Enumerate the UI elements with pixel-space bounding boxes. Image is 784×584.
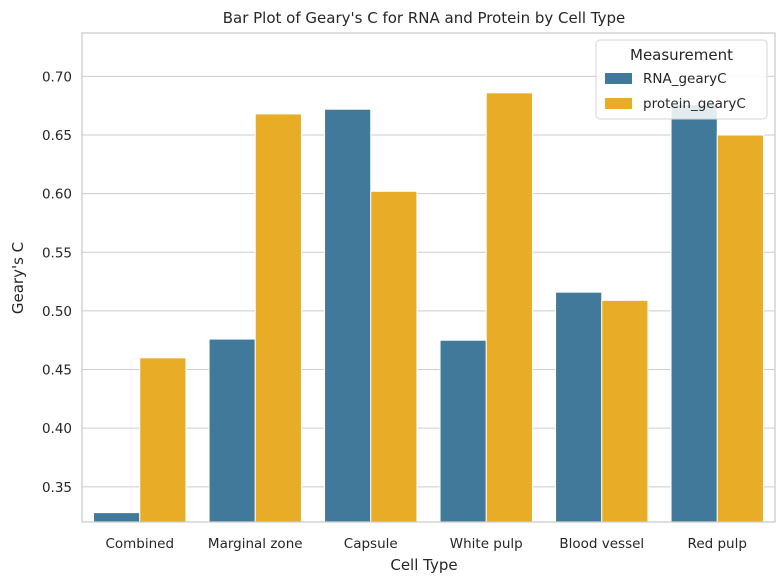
bar-protein_gearyC-3 xyxy=(485,92,533,523)
legend-entry-RNA_gearyC: RNA_gearyC xyxy=(643,71,727,87)
y-tick-label: 0.50 xyxy=(42,304,72,320)
legend: Measurement RNA_gearyC protein_gearyC xyxy=(595,39,768,120)
bar-protein_gearyC-4 xyxy=(601,299,649,523)
x-tick-label: Blood vessel xyxy=(559,536,644,552)
y-axis-label: Geary's C xyxy=(9,242,27,314)
x-tick-label: Capsule xyxy=(344,536,398,552)
x-tick-label: Red pulp xyxy=(688,536,747,552)
bar-RNA_gearyC-0 xyxy=(93,512,141,523)
bar-protein_gearyC-1 xyxy=(254,113,302,523)
plot-frame xyxy=(81,32,776,523)
gridlines xyxy=(82,75,775,488)
bar-RNA_gearyC-1 xyxy=(208,338,256,523)
legend-entry-protein_gearyC: protein_gearyC xyxy=(643,96,746,112)
bar-protein_gearyC-5 xyxy=(716,134,764,523)
x-tick-labels: Combined Marginal zone Capsule White pulp Bl… xyxy=(105,536,746,552)
bar-RNA_gearyC-4 xyxy=(555,291,603,523)
chart-title: Bar Plot of Geary's C for RNA and Protei… xyxy=(223,9,626,27)
bar-RNA_gearyC-2 xyxy=(324,108,372,523)
legend-box xyxy=(595,39,768,120)
x-axis-label: Cell Type xyxy=(390,556,457,574)
y-tick-label: 0.65 xyxy=(42,128,72,144)
bar-RNA_gearyC-5 xyxy=(670,104,718,523)
legend-title: Measurement xyxy=(630,46,733,64)
y-tick-labels: 0.35 0.40 0.45 0.50 0.55 0.60 0.65 0.70 xyxy=(42,69,72,495)
x-tick-label: White pulp xyxy=(450,536,523,552)
y-tick-label: 0.35 xyxy=(42,480,72,496)
legend-swatch-RNA_gearyC xyxy=(605,73,632,84)
y-tick-label: 0.55 xyxy=(42,245,72,261)
bar-RNA_gearyC-3 xyxy=(439,339,487,523)
y-tick-label: 0.70 xyxy=(42,69,72,85)
y-tick-label: 0.40 xyxy=(42,421,72,437)
legend-swatch-protein_gearyC xyxy=(605,98,632,109)
y-tick-label: 0.60 xyxy=(42,187,72,203)
bar-protein_gearyC-0 xyxy=(139,357,187,523)
x-tick-label: Marginal zone xyxy=(208,536,303,552)
bars xyxy=(93,92,764,523)
y-tick-label: 0.45 xyxy=(42,363,72,379)
x-tick-label: Combined xyxy=(105,536,174,552)
bar-protein_gearyC-2 xyxy=(370,190,418,523)
